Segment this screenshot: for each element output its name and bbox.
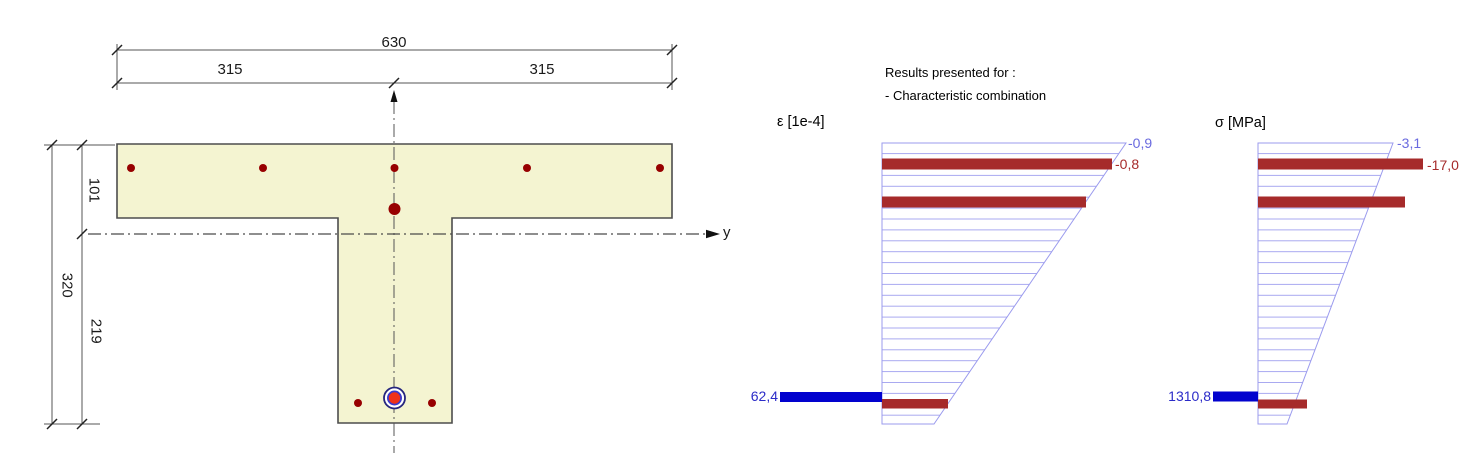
- rebar-dot[interactable]: [127, 164, 135, 172]
- stress-diagram-title: σ [MPa]: [1215, 115, 1266, 131]
- dim-label-630: 630: [381, 34, 407, 51]
- tendon-selected-marker[interactable]: [383, 386, 406, 410]
- dim-label-101: 101: [85, 177, 103, 203]
- strain-rebar-bar-bottom: [882, 399, 948, 409]
- strain-top-fiber-value: -0,9: [1128, 135, 1153, 151]
- y-axis-label: y: [723, 224, 731, 241]
- y-axis-arrow: [706, 229, 720, 239]
- strain-top-rebar-value: -0,8: [1115, 156, 1140, 172]
- strain-tendon-value: 62,4: [750, 388, 778, 404]
- rebar-dot[interactable]: [259, 164, 267, 172]
- rebar-dot[interactable]: [523, 164, 531, 172]
- stress-profile: [1257, 142, 1394, 425]
- z-axis-arrow: [390, 90, 398, 102]
- strain-rebar-bar-top: [882, 158, 1112, 170]
- cross-section-view: [44, 44, 720, 453]
- rebar-dot[interactable]: [390, 164, 399, 172]
- section-outline: [116, 143, 673, 424]
- stress-tendon-value: 1310,8: [1168, 388, 1211, 404]
- strain-diagram-title: ε [1e-4]: [777, 114, 825, 130]
- rebar-dot[interactable]: [354, 399, 362, 407]
- y-axis: [88, 229, 720, 239]
- stress-rebar-bar-bottom: [1258, 399, 1307, 409]
- stress-rebar-bar-mid: [1258, 196, 1405, 208]
- rebar-dot-large[interactable]: [388, 203, 401, 215]
- results-header-line1: Results presented for :: [885, 65, 1016, 80]
- dim-label-219: 219: [87, 318, 105, 344]
- stress-diagram: [1213, 142, 1423, 425]
- strain-profile: [881, 142, 1127, 425]
- strain-rebar-bar-mid: [882, 196, 1086, 208]
- tendon-core: [386, 390, 402, 406]
- dim-label-315-right: 315: [529, 61, 555, 78]
- rebar-dot[interactable]: [428, 399, 436, 407]
- reinforcement: [127, 164, 664, 407]
- height-dimensions: [44, 144, 115, 425]
- rebar-dot[interactable]: [656, 164, 664, 172]
- results-header-line2: - Characteristic combination: [885, 88, 1047, 103]
- stress-top-rebar-value: -17,0: [1427, 157, 1459, 173]
- dim-label-315-left: 315: [217, 61, 243, 78]
- strain-tendon-bar: [780, 392, 882, 402]
- strain-diagram: [780, 142, 1127, 425]
- stress-top-fiber-value: -3,1: [1397, 135, 1422, 151]
- dim-label-320: 320: [58, 272, 76, 298]
- stress-rebar-bar-top: [1258, 158, 1423, 170]
- stress-tendon-bar: [1213, 391, 1258, 402]
